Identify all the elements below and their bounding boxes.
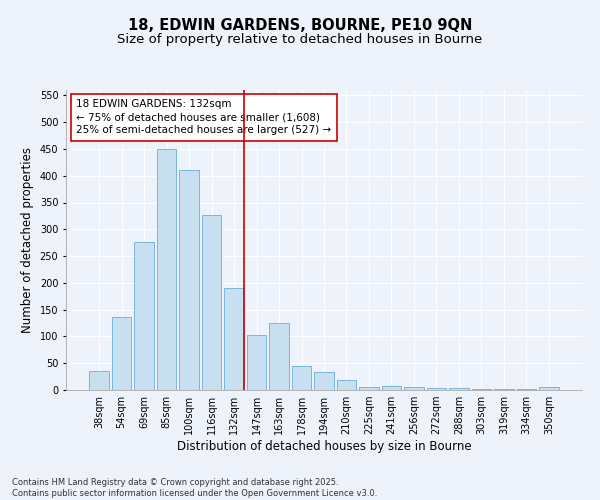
Bar bbox=[449, 388, 469, 390]
Bar bbox=[337, 380, 356, 390]
Bar bbox=[247, 335, 266, 390]
Bar bbox=[427, 388, 446, 390]
Text: Size of property relative to detached houses in Bourne: Size of property relative to detached ho… bbox=[118, 32, 482, 46]
Bar bbox=[202, 215, 221, 390]
Bar bbox=[539, 388, 559, 390]
Bar bbox=[404, 387, 424, 390]
Bar bbox=[292, 366, 311, 390]
Text: Contains HM Land Registry data © Crown copyright and database right 2025.
Contai: Contains HM Land Registry data © Crown c… bbox=[12, 478, 377, 498]
Bar bbox=[112, 316, 131, 390]
Bar bbox=[89, 371, 109, 390]
Bar bbox=[269, 323, 289, 390]
Bar bbox=[224, 288, 244, 390]
Bar bbox=[134, 242, 154, 390]
Text: 18 EDWIN GARDENS: 132sqm
← 75% of detached houses are smaller (1,608)
25% of sem: 18 EDWIN GARDENS: 132sqm ← 75% of detach… bbox=[76, 99, 331, 136]
Bar bbox=[382, 386, 401, 390]
Bar bbox=[359, 387, 379, 390]
Bar bbox=[179, 170, 199, 390]
Bar bbox=[157, 149, 176, 390]
X-axis label: Distribution of detached houses by size in Bourne: Distribution of detached houses by size … bbox=[176, 440, 472, 453]
Y-axis label: Number of detached properties: Number of detached properties bbox=[21, 147, 34, 333]
Text: 18, EDWIN GARDENS, BOURNE, PE10 9QN: 18, EDWIN GARDENS, BOURNE, PE10 9QN bbox=[128, 18, 472, 32]
Bar bbox=[314, 372, 334, 390]
